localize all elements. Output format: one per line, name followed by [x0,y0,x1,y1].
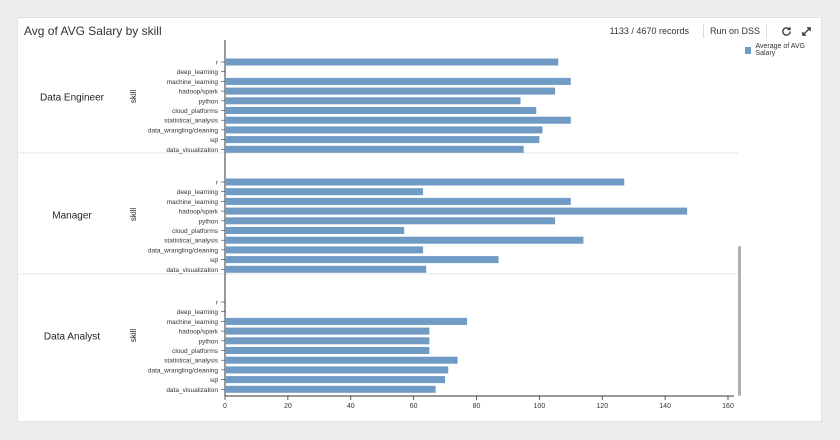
bar [226,256,499,264]
bar [226,227,405,234]
category-label: machine_learning [167,79,219,86]
facet-axis-title: skill [129,329,138,343]
facet-label: Manager [52,211,92,222]
toolbar-divider [766,24,767,38]
bar [226,107,537,114]
category-label: python [198,218,218,225]
bar [226,385,436,393]
bar [226,197,571,205]
x-tick-label: 40 [347,403,355,410]
category-label: hadoop/spark [179,89,219,96]
chart-legend: Average of AVG Salary [745,43,821,57]
facet-label: Data Analyst [44,332,100,343]
legend-swatch [745,46,752,54]
category-label: hadoop/spark [179,209,219,216]
bar [226,317,468,325]
vertical-scrollbar[interactable] [738,246,741,396]
category-label: sql [210,257,219,264]
bar [226,77,571,85]
expand-icon[interactable] [799,24,813,38]
category-label: sql [210,137,219,144]
facet-label: Data Engineer [40,93,105,104]
category-label: data_wrangling/cleaning [148,367,218,374]
run-on-dss-button[interactable]: Run on DSS [709,26,760,36]
x-tick-label: 120 [596,403,608,410]
x-tick-label: 20 [284,403,292,410]
category-label: hadoop/spark [179,329,219,336]
x-tick-label: 100 [534,403,546,410]
category-label: r [216,300,219,307]
category-label: data_wrangling/cleaning [148,247,218,254]
bar [226,337,430,345]
bar [226,347,430,354]
chart-toolbar: 1133 / 4670 records Run on DSS [610,24,813,38]
bar [226,178,625,186]
bar [226,366,449,374]
category-label: python [198,98,218,105]
legend-label: Average of AVG Salary [755,43,805,57]
bar [226,126,543,134]
category-label: cloud_platforms [172,348,219,355]
category-label: deep_learning [177,69,219,76]
category-label: r [216,180,219,187]
facet-axis-title: skill [129,208,138,222]
category-label: data_visualization [166,387,218,394]
bar [226,356,458,364]
category-label: cloud_platforms [172,228,219,235]
bar [226,217,556,225]
category-label: r [216,60,219,67]
bar [226,87,556,95]
category-label: machine_learning [167,319,219,326]
category-label: data_visualization [166,267,218,274]
category-label: machine_learning [167,199,219,206]
category-label: deep_learning [177,189,219,196]
refresh-icon[interactable] [779,24,793,38]
category-label: data_visualization [166,147,218,154]
bar [226,327,430,335]
x-tick-label: 0 [223,403,227,410]
category-label: cloud_platforms [172,108,219,115]
bar [226,136,540,144]
category-label: statistical_analysis [164,238,219,245]
bar [226,207,688,215]
bar [226,188,424,196]
x-tick-label: 140 [659,403,671,410]
chart-title: Avg of AVG Salary by skill [24,24,162,38]
x-tick-label: 160 [722,403,734,410]
facet-axis-title: skill [129,90,138,104]
x-tick-label: 80 [473,403,481,410]
bar [226,58,559,66]
category-label: statistical_analysis [164,358,219,365]
bar [226,145,524,153]
category-label: deep_learning [177,309,219,316]
category-label: statistical_analysis [164,118,219,125]
bar [226,376,446,384]
category-label: data_wrangling/cleaning [148,127,218,134]
bar [226,97,521,105]
x-tick-label: 60 [410,403,418,410]
bar [226,116,571,124]
bar [226,246,424,254]
category-label: sql [210,377,219,384]
toolbar-divider [702,24,704,38]
bar [226,236,584,244]
record-count: 1133 / 4670 records [609,26,689,36]
bar [226,265,427,273]
category-label: python [198,338,218,345]
